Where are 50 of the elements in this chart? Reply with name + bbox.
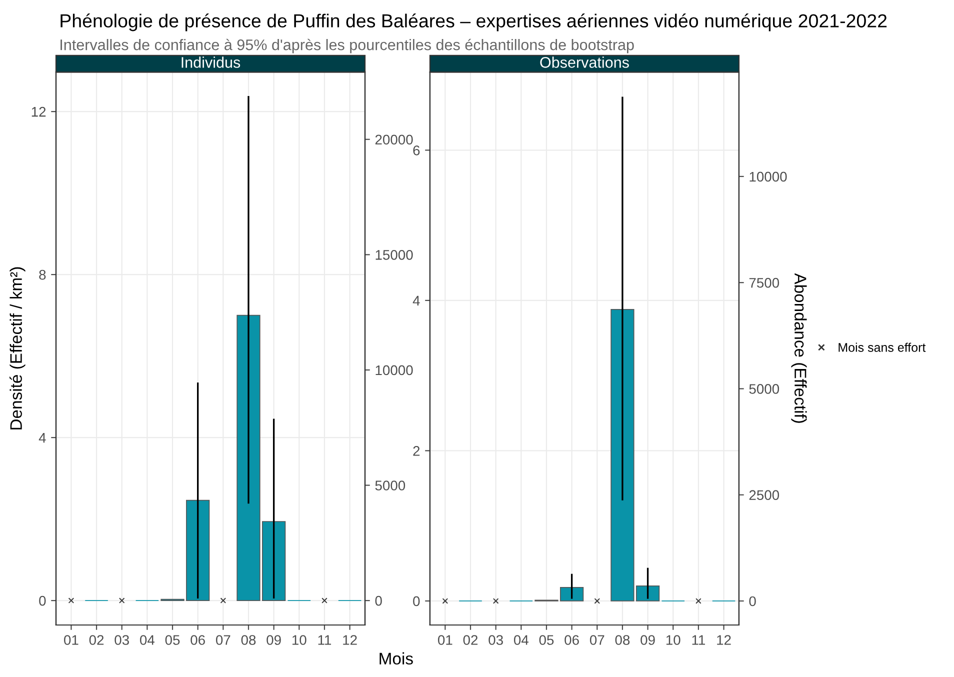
x-tick-label: 05 (539, 635, 554, 645)
x-tick-label: 11 (318, 635, 332, 645)
x-tick-label: 12 (343, 635, 357, 645)
y-tick-label: 6 (413, 146, 420, 156)
y2-tick-label: 10000 (750, 172, 787, 182)
x-tick-label: 02 (463, 635, 478, 645)
y2-tick-label: 2500 (749, 490, 780, 500)
x-tick-label: 09 (640, 635, 655, 645)
x-tick-label: 09 (266, 635, 281, 645)
x-tick-label: 06 (564, 635, 579, 645)
y-tick-label: 0 (413, 596, 420, 606)
y2-tick-label: 5000 (375, 480, 406, 490)
x-tick-label: 07 (216, 635, 230, 645)
y2-tick-label: 0 (375, 596, 382, 606)
x-tick-label: 01 (64, 635, 78, 645)
y-tick-label: 4 (412, 296, 420, 306)
y2-axis-title: Abondance (Effectif) (791, 273, 807, 423)
x-tick-label: 03 (488, 635, 503, 645)
text: Intervalles de confiance à 95% d'après les pourcentiles des échantillons de bootstrap (60, 38, 634, 54)
y2-tick-label: 5000 (749, 384, 780, 394)
x-tick-label: 06 (190, 635, 205, 645)
y-axis-title: Densité (Effectif / km²) (10, 267, 26, 430)
x-tick-label: 08 (615, 635, 630, 645)
x-tick-label: 03 (114, 635, 129, 645)
x-tick-label: 08 (241, 635, 256, 645)
y2-tick-label: 10000 (376, 365, 413, 376)
x-tick-label: 04 (140, 635, 154, 645)
legend-label: Mois sans effort (838, 342, 926, 352)
y2-tick-label: 7500 (749, 278, 780, 288)
x-tick-label: 05 (165, 635, 180, 645)
y-tick-label: 4 (38, 433, 46, 443)
x-tick-label: 02 (89, 635, 104, 645)
y-tick-label: 2 (413, 446, 420, 456)
y2-tick-label: 20000 (375, 134, 413, 145)
y-tick-label: 0 (39, 596, 46, 606)
x-tick-label: 10 (666, 635, 680, 645)
text: Phénologie de présence de Puffin des Baléares – expertises aériennes vidéo numérique 2021-2022 (60, 13, 887, 32)
x-tick-label: 11 (692, 635, 705, 645)
chart-title: Observations (540, 56, 629, 68)
x-tick-label: 07 (590, 635, 604, 645)
y-tick-label: 12 (32, 106, 46, 117)
x-axis-title: Mois (380, 652, 413, 665)
x-tick-label: 04 (514, 635, 528, 645)
y2-tick-label: 15000 (376, 250, 413, 260)
x-tick-label: 10 (292, 635, 306, 645)
y2-tick-label: 0 (749, 596, 756, 606)
x-tick-label: 12 (717, 635, 731, 645)
chart-title: Individus (182, 56, 240, 68)
y-tick-label: 8 (39, 270, 46, 280)
x-tick-label: 01 (438, 635, 452, 645)
